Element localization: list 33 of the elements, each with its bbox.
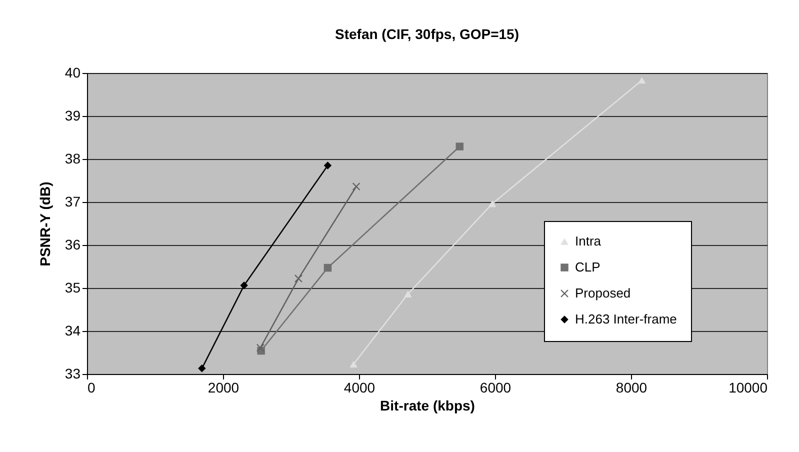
legend-label: H.263 Inter-frame [575,312,677,326]
x-tick-label: 4000 [344,380,376,396]
y-tick-label: 36 [64,236,81,252]
x-tick-label: 0 [88,380,96,396]
point [324,162,332,170]
y-tick-label: 33 [64,366,81,382]
legend-label: Intra [575,234,602,248]
x-tick-label: 8000 [616,380,648,396]
x-tick-label: 2000 [208,380,240,396]
point [294,274,302,282]
y-tick-label: 37 [64,194,81,210]
point [240,282,248,290]
y-tick-label: 38 [64,150,81,166]
point [404,290,412,298]
point [488,200,496,208]
point [324,264,332,272]
chart-title: Stefan (CIF, 30fps, GOP=15) [335,26,519,42]
y-tick-label: 34 [64,322,81,338]
point [256,344,264,352]
point [350,360,358,368]
y-tick-label: 40 [64,64,81,80]
x-axis-title: Bit-rate (kbps) [380,398,475,414]
y-tick-label: 35 [64,280,81,296]
point [198,364,206,372]
point [456,142,464,150]
y-axis-title: PSNR-Y (dB) [36,182,53,266]
x-tick-label: 6000 [480,380,512,396]
x-tick-label: 10000 [728,380,768,396]
point [352,182,360,190]
y-tick-label: 39 [64,108,81,124]
legend-label: Proposed [575,286,631,300]
legend-label: CLP [575,260,600,274]
point [638,76,646,84]
